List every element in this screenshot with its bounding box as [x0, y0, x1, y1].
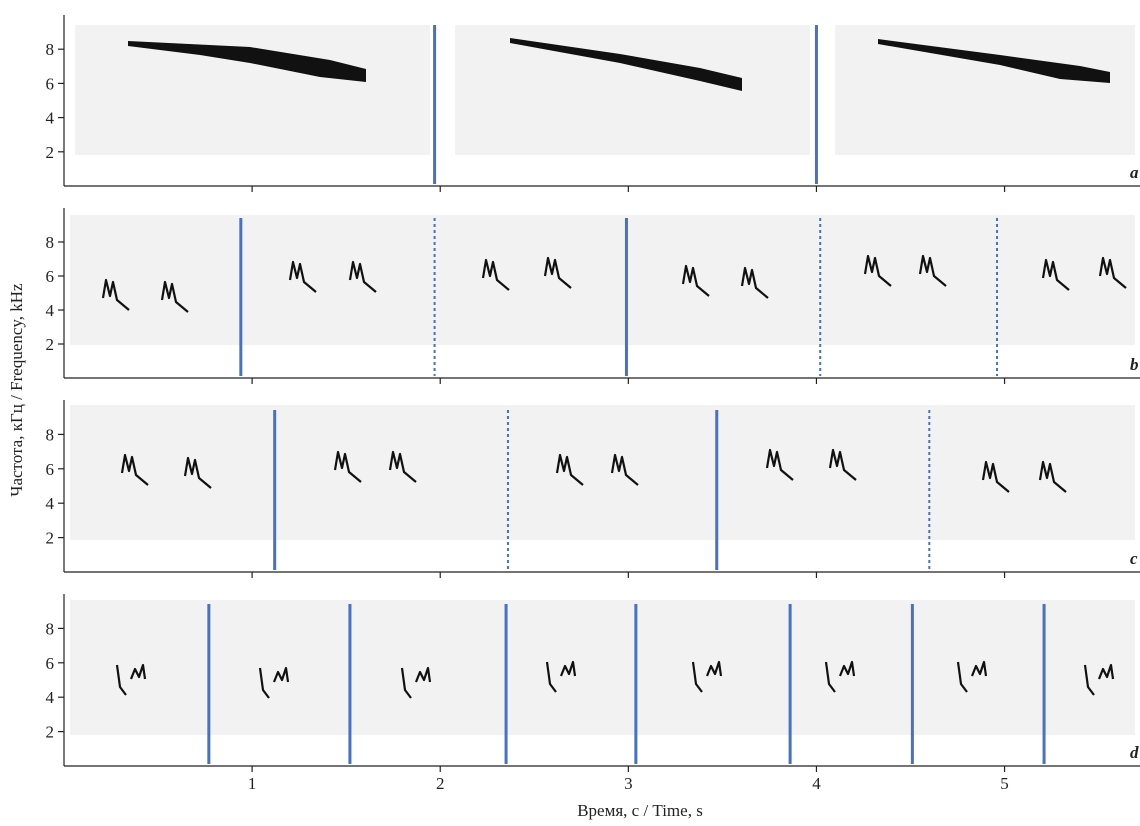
panel-label: b — [1130, 355, 1139, 374]
panel-label: d — [1130, 743, 1139, 762]
y-tick-label: 4 — [46, 109, 55, 128]
x-axis-label: Время, с / Time, s — [577, 801, 703, 820]
y-tick-label: 2 — [46, 529, 55, 548]
panel-label: a — [1130, 163, 1139, 182]
x-tick-label: 1 — [248, 774, 257, 793]
panel-label: c — [1130, 549, 1138, 568]
y-tick-label: 8 — [46, 40, 55, 59]
y-tick-label: 8 — [46, 233, 55, 252]
y-tick-label: 4 — [46, 688, 55, 707]
y-tick-label: 6 — [46, 74, 55, 93]
figure: Время, с / Time, s Частота, кГц / Freque… — [0, 0, 1140, 826]
y-tick-label: 2 — [46, 723, 55, 742]
y-tick-label: 4 — [46, 301, 55, 320]
x-tick-label: 5 — [1000, 774, 1009, 793]
y-tick-label: 8 — [46, 619, 55, 638]
x-tick-label: 2 — [436, 774, 445, 793]
y-tick-label: 2 — [46, 143, 55, 162]
y-axis-label: Частота, кГц / Frequency, kHz — [7, 283, 26, 497]
y-tick-label: 6 — [46, 460, 55, 479]
y-tick-label: 4 — [46, 494, 55, 513]
y-tick-label: 6 — [46, 654, 55, 673]
y-tick-label: 2 — [46, 335, 55, 354]
x-tick-label: 4 — [812, 774, 821, 793]
spectrogram-noise — [70, 25, 1135, 735]
x-tick-label: 3 — [624, 774, 633, 793]
y-tick-label: 8 — [46, 425, 55, 444]
y-tick-label: 6 — [46, 267, 55, 286]
